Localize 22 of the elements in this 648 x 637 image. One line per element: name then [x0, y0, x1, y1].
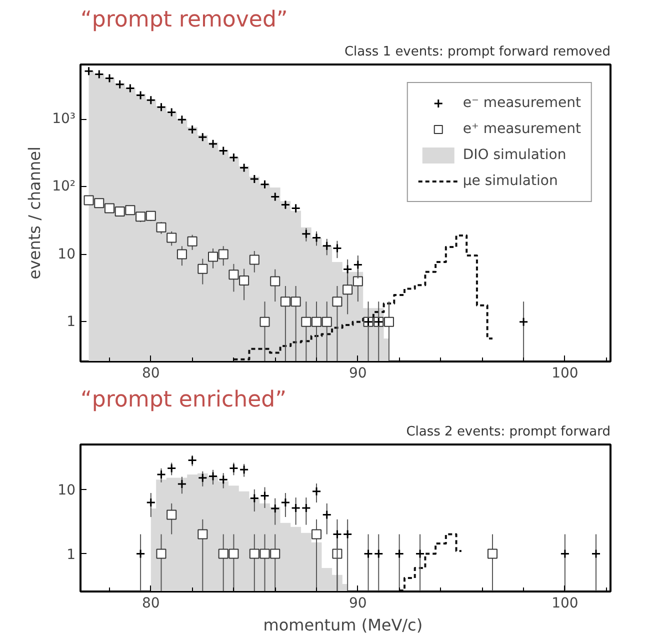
- y-tick-label: 10³: [52, 111, 76, 128]
- x-tick-label: 80: [142, 596, 160, 612]
- y-tick-label: 10: [58, 482, 76, 499]
- chart-title: Class 2 events: prompt forward: [406, 424, 611, 440]
- x-tick-label: 90: [349, 366, 367, 382]
- legend-label: μe simulation: [462, 173, 558, 189]
- y-tick-label: 1: [66, 314, 76, 330]
- text: “prompt enriched”: [80, 388, 286, 412]
- legend-label: e⁺ measurement: [462, 121, 581, 137]
- x-tick-label: 100: [552, 596, 578, 612]
- y-tick-label: 10: [58, 246, 76, 262]
- y-tick-label: 10²: [52, 178, 76, 195]
- x-tick-label: 80: [142, 366, 160, 382]
- text: “prompt removed”: [80, 8, 288, 32]
- legend-label: DIO simulation: [462, 147, 566, 163]
- x-tick-label: 100: [552, 366, 578, 382]
- y-axis-title: events / channel: [25, 146, 44, 280]
- x-axis-title: momentum (MeV/c): [263, 616, 423, 634]
- legend-label: e⁻ measurement: [462, 95, 581, 111]
- x-tick-label: 90: [349, 596, 367, 612]
- y-tick-label: 1: [66, 547, 76, 564]
- chart-title: Class 1 events: prompt forward removed: [344, 44, 611, 60]
